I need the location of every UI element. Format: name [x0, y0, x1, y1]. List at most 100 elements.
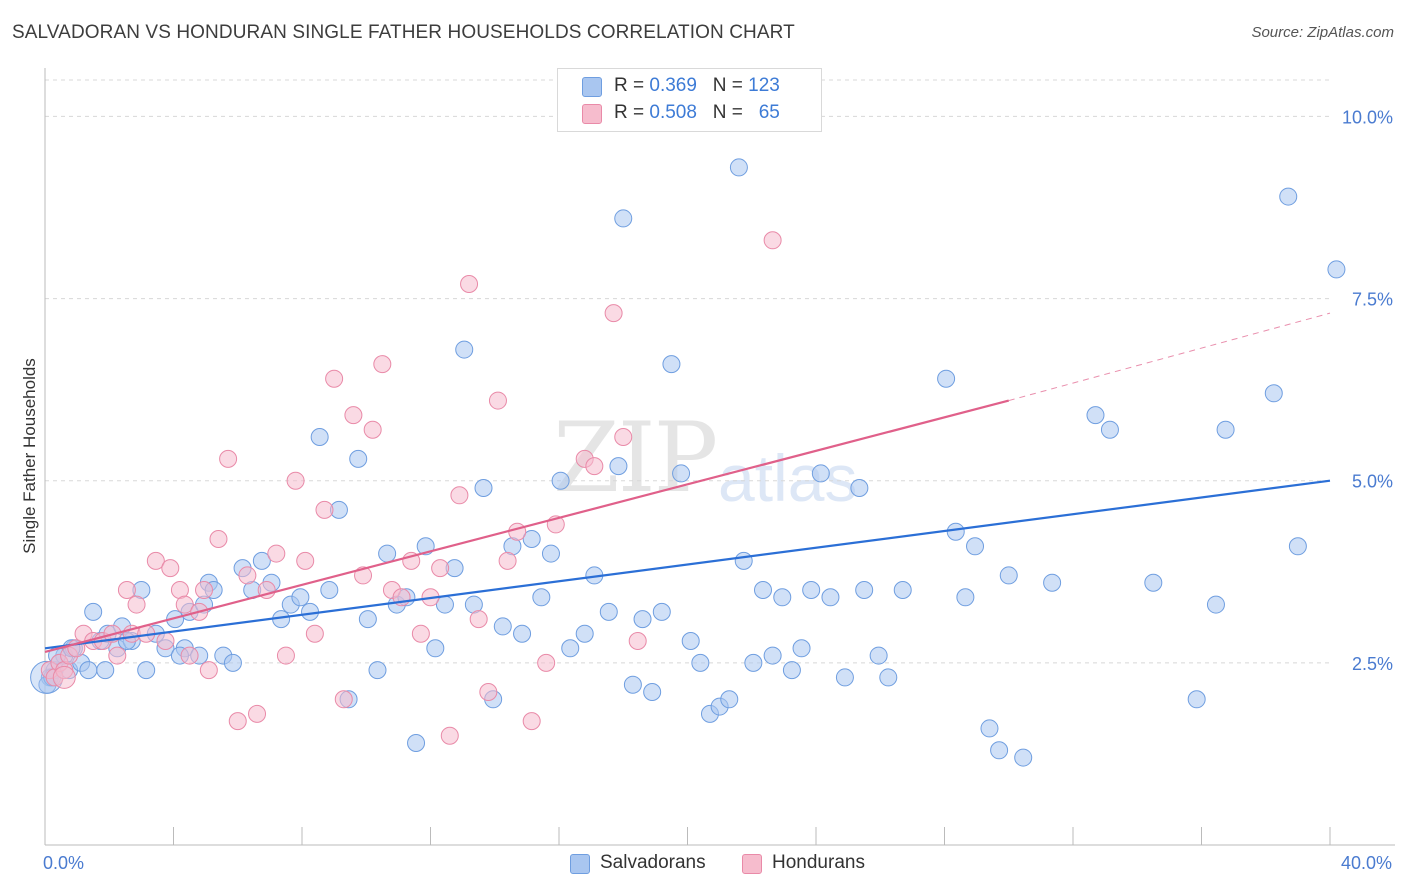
- salvadoran-point: [999, 566, 1018, 585]
- salvadoran-point: [426, 639, 445, 658]
- salvadoran-point: [599, 602, 618, 621]
- legend-swatch-blue: [570, 854, 590, 874]
- salvadoran-point: [643, 683, 662, 701]
- honduran-point: [585, 457, 604, 476]
- honduran-point: [267, 544, 286, 563]
- salvadoran-point: [821, 588, 840, 607]
- salvadoran-point: [1264, 384, 1283, 403]
- salvadoran-point: [990, 741, 1009, 760]
- legend-r-value: 0.508: [649, 102, 697, 123]
- honduran-point: [325, 369, 344, 388]
- correlation-legend: R = 0.369 N = 123 R = 0.508 N = 65: [557, 68, 822, 132]
- salvadoran-point: [541, 544, 560, 563]
- salvadoran-point: [614, 209, 633, 228]
- salvadoran-trend-line: [44, 479, 1331, 650]
- salvadoran-point: [855, 581, 874, 599]
- salvadoran-point: [291, 588, 310, 607]
- salvadoran-point: [368, 661, 387, 680]
- honduran-point: [344, 406, 363, 425]
- honduran-point: [209, 530, 228, 548]
- honduran-point: [248, 704, 267, 723]
- salvadoran-point: [1100, 420, 1119, 439]
- salvadoran-point: [522, 530, 541, 548]
- honduran-point: [238, 566, 257, 585]
- y-tick-label: 7.5%: [1352, 290, 1393, 310]
- honduran-point: [411, 624, 430, 643]
- legend-r-value: 0.369: [649, 75, 697, 96]
- honduran-point: [276, 646, 295, 665]
- salvadoran-point: [966, 537, 985, 556]
- salvadoran-point: [223, 653, 242, 672]
- salvadoran-point: [720, 690, 739, 709]
- salvadoran-point: [782, 661, 801, 680]
- honduran-point: [469, 610, 488, 629]
- salvadoran-point: [773, 588, 792, 607]
- salvadoran-point: [1144, 573, 1163, 592]
- honduran-cluster-point: [52, 665, 76, 689]
- salvadoran-point: [378, 544, 397, 563]
- legend-label: Hondurans: [772, 852, 865, 873]
- salvadoran-point: [575, 624, 594, 643]
- salvadoran-point: [1086, 406, 1105, 425]
- honduran-point: [117, 581, 136, 599]
- legend-n-label: N =: [712, 75, 743, 96]
- salvadoran-point: [753, 581, 772, 599]
- legend-swatch-blue: [582, 77, 602, 97]
- honduran-point: [286, 471, 305, 490]
- honduran-point: [537, 653, 556, 672]
- honduran-point: [315, 500, 334, 519]
- honduran-trend-line: [44, 399, 1010, 653]
- honduran-point: [431, 559, 450, 578]
- honduran-point: [156, 632, 175, 650]
- salvadoran-point: [744, 653, 763, 672]
- salvadoran-point: [802, 581, 821, 599]
- salvadoran-point: [763, 646, 782, 665]
- honduran-point: [195, 581, 214, 599]
- salvadoran-point: [1327, 260, 1346, 279]
- salvadoran-point: [407, 734, 426, 752]
- legend-r-label: R =: [614, 75, 645, 96]
- y-tick-label: 2.5%: [1352, 654, 1393, 674]
- salvadoran-point: [513, 624, 532, 643]
- salvadoran-point: [561, 639, 580, 658]
- salvadoran-point: [358, 610, 377, 629]
- honduran-point: [363, 420, 382, 439]
- honduran-point: [522, 712, 541, 731]
- salvadoran-point: [1187, 690, 1206, 709]
- salvadoran-point: [349, 449, 368, 468]
- y-tick-label: 10.0%: [1342, 107, 1393, 127]
- salvadoran-point: [937, 369, 956, 388]
- trend-lines: [44, 312, 1331, 653]
- honduran-trend-extension: [1008, 312, 1331, 402]
- legend-n-value: 123: [748, 75, 780, 96]
- honduran-point: [508, 522, 527, 541]
- honduran-point: [460, 275, 479, 293]
- salvadoran-point: [662, 355, 681, 374]
- salvadoran-point: [850, 479, 869, 497]
- salvadoran-point: [1279, 187, 1298, 206]
- salvadoran-point: [1216, 420, 1235, 439]
- honduran-point: [175, 595, 194, 614]
- salvadoran-point: [1206, 595, 1225, 614]
- honduran-point: [161, 559, 180, 578]
- salvadoran-point: [310, 428, 329, 446]
- salvadoran-point: [869, 646, 888, 665]
- honduran-point: [108, 646, 127, 665]
- salvadoran-point: [532, 588, 551, 607]
- salvadoran-point: [623, 675, 642, 694]
- salvadoran-point: [691, 653, 710, 672]
- salvadoran-point: [729, 158, 748, 177]
- salvadoran-point: [551, 471, 570, 490]
- honduran-point: [628, 632, 647, 650]
- y-tick-labels: 2.5% 5.0% 7.5% 10.0%: [1342, 107, 1393, 673]
- source-label: Source: ZipAtlas.com: [1251, 24, 1394, 41]
- legend-r-label: R =: [614, 102, 645, 123]
- salvadoran-point: [946, 522, 965, 541]
- salvadoran-point: [893, 581, 912, 599]
- honduran-point: [450, 486, 469, 505]
- legend-swatch-pink: [582, 104, 602, 124]
- salvadoran-point: [84, 602, 103, 621]
- honduran-point: [614, 428, 633, 446]
- salvadoran-point: [455, 340, 474, 359]
